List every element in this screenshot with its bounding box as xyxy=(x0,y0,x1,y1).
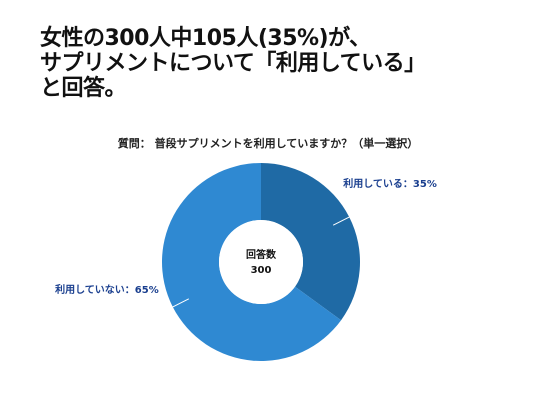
leader-line-using xyxy=(332,212,359,226)
headline-line-3: と回答。 xyxy=(40,76,127,101)
headline-line-2: サプリメントについて「利用している」 xyxy=(40,51,426,76)
donut-slice-not-using xyxy=(161,163,342,361)
headline: 女性の300人中105人(35%)が、 サプリメントについて「利用している」 と… xyxy=(40,26,510,101)
center-value: 300 xyxy=(251,265,272,276)
center-label: 回答数 xyxy=(246,248,277,261)
donut-slice-using xyxy=(261,163,360,321)
leader-line-not-using xyxy=(163,298,190,312)
donut-hole xyxy=(219,220,303,304)
data-label-using: 利用している：35% xyxy=(343,177,437,190)
headline-line-1: 女性の300人中105人(35%)が、 xyxy=(40,26,371,51)
chart-title: 質問： 普段サプリメントを利用していますか？（単一選択） xyxy=(117,137,419,150)
data-label-not-using: 利用していない：65% xyxy=(55,283,159,296)
